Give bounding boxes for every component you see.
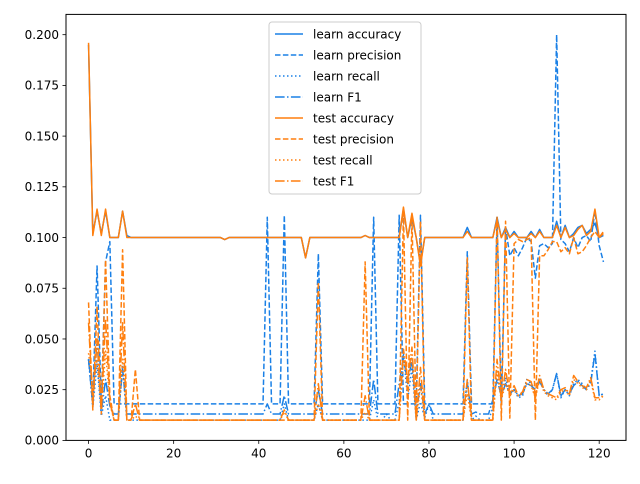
- series-layer: [87, 33, 605, 421]
- x-tick-label: 100: [503, 446, 526, 460]
- y-tick-label: 0.050: [25, 332, 59, 346]
- x-tick-label: 120: [588, 446, 611, 460]
- x-tick-label: 20: [166, 446, 181, 460]
- series-line-test-precision: [87, 212, 605, 421]
- legend-label: learn F1: [313, 91, 362, 105]
- x-tick-label: 0: [85, 446, 93, 460]
- y-tick-label: 0.000: [25, 434, 59, 448]
- x-tick-label: 60: [336, 446, 351, 460]
- legend: learn accuracy learn precision learn recal…: [268, 21, 422, 195]
- series-line-learn-f1: [87, 338, 604, 415]
- y-tick-label: 0.175: [25, 79, 59, 93]
- y-tick-label: 0.025: [25, 383, 59, 397]
- series-line-learn-precision: [87, 33, 605, 405]
- legend-label: learn recall: [313, 70, 380, 84]
- legend-box: [268, 21, 422, 195]
- legend-label: test precision: [313, 133, 394, 147]
- y-tick-label: 0.075: [25, 282, 59, 296]
- legend-label: test recall: [313, 154, 373, 168]
- y-axis: 0.000 0.025 0.050 0.075 0.100 0.125 0.150 0.175…: [25, 28, 66, 448]
- series-line-test-accuracy: [87, 42, 604, 267]
- y-tick-label: 0.200: [25, 28, 59, 42]
- series-line-test-f1: [87, 317, 604, 421]
- legend-label: learn precision: [313, 49, 401, 63]
- y-tick-label: 0.100: [25, 231, 59, 245]
- y-tick-label: 0.125: [25, 180, 59, 194]
- x-tick-label: 40: [251, 446, 266, 460]
- legend-label: learn accuracy: [313, 28, 401, 42]
- x-tick-label: 80: [421, 446, 436, 460]
- plot-frame: [65, 13, 627, 441]
- legend-label: test accuracy: [313, 112, 394, 126]
- x-axis: 0 20 40 60 80 100 120: [85, 440, 611, 460]
- y-tick-label: 0.150: [25, 129, 59, 143]
- legend-label: test F1: [313, 175, 354, 189]
